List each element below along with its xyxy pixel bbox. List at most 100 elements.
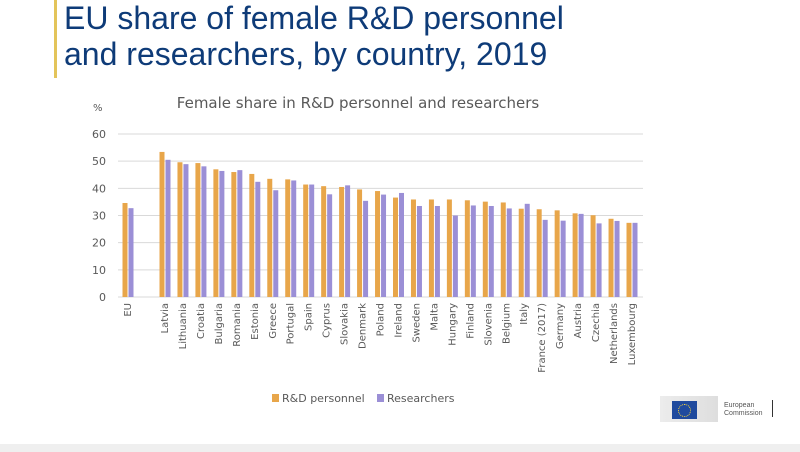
bar-researchers-slovakia: [345, 185, 351, 297]
bar-rd-personnel-romania: [231, 172, 237, 297]
y-tick-label: 40: [92, 182, 106, 195]
x-category-label: Lithuania: [178, 303, 189, 349]
bar-rd-personnel-portugal: [285, 179, 291, 297]
x-category-label: Estonia: [250, 303, 261, 340]
bar-researchers-netherlands: [614, 220, 620, 297]
bar-rd-personnel-finland: [464, 200, 470, 297]
bar-researchers-sweden: [416, 205, 422, 297]
bar-rd-personnel-bulgaria: [213, 169, 219, 297]
bar-researchers-eu: [128, 208, 134, 297]
slide-title: EU share of female R&D personnel and res…: [64, 0, 664, 72]
bar-researchers-czechia: [596, 223, 602, 297]
bar-researchers-austria: [578, 213, 584, 297]
x-category-label: Czechia: [591, 303, 602, 342]
bar-researchers-greece: [273, 190, 279, 297]
bar-rd-personnel-denmark: [357, 189, 363, 297]
bar-rd-personnel-cyprus: [321, 186, 327, 297]
bar-researchers-france-2017-: [542, 219, 548, 297]
x-category-label: Hungary: [447, 303, 458, 346]
european-commission-logo: European Commission: [660, 392, 780, 426]
legend: R&D personnel Researchers: [272, 392, 455, 405]
bar-rd-personnel-spain: [303, 184, 309, 297]
bar-rd-personnel-ireland: [393, 197, 398, 297]
x-category-label: Croatia: [196, 303, 207, 339]
x-category-label: Sweden: [411, 303, 422, 343]
y-tick-label: 50: [92, 155, 106, 168]
eu-flag-icon: [672, 401, 697, 419]
bar-rd-personnel-france-2017-: [536, 209, 542, 297]
x-category-label: Finland: [465, 303, 476, 339]
bar-researchers-lithuania: [183, 164, 189, 297]
legend-swatch-researchers: [377, 394, 384, 402]
logo-text: European Commission: [724, 402, 763, 418]
x-category-label: Denmark: [358, 303, 369, 349]
bar-rd-personnel-lithuania: [177, 162, 183, 297]
x-category-label: Slovenia: [483, 303, 494, 346]
bar-researchers-luxembourg: [632, 222, 638, 297]
bar-rd-personnel-germany: [554, 210, 560, 297]
bar-researchers-spain: [309, 184, 315, 297]
bar-rd-personnel-slovakia: [339, 186, 345, 297]
slide-title-line-1: EU share of female R&D personnel: [64, 0, 564, 36]
x-category-label: Netherlands: [609, 303, 620, 364]
title-accent-bar: [54, 0, 57, 78]
bar-rd-personnel-latvia: [159, 151, 165, 297]
bar-rd-personnel-czechia: [590, 215, 596, 297]
x-category-label: Latvia: [160, 303, 171, 333]
bar-rd-personnel-estonia: [249, 173, 255, 297]
bar-rd-personnel-netherlands: [608, 218, 614, 297]
bar-rd-personnel-malta: [428, 199, 434, 297]
bar-researchers-poland: [381, 194, 387, 297]
x-category-label: Austria: [573, 303, 584, 338]
x-category-label: Bulgaria: [214, 303, 225, 344]
chart-title: Female share in R&D personnel and resear…: [177, 94, 540, 112]
bar-researchers-estonia: [255, 181, 261, 297]
x-category-label: Luxembourg: [627, 303, 638, 365]
x-category-label: Spain: [304, 303, 315, 331]
bar-researchers-malta: [434, 205, 440, 297]
category-labels: EU Latvia Lithuania Croatia Bulgaria Romania E…: [123, 303, 638, 373]
x-category-label: Cyprus: [322, 303, 333, 338]
bar-researchers-romania: [237, 170, 243, 297]
bar-rd-personnel-italy: [518, 208, 524, 297]
bar-researchers-belgium: [506, 208, 512, 297]
x-category-label: EU: [123, 303, 134, 317]
y-axis-unit: %: [93, 103, 103, 114]
eu-stars-circle: [678, 404, 691, 417]
bar-rd-personnel-slovenia: [482, 201, 488, 297]
x-category-label: Malta: [429, 303, 440, 331]
x-category-label: Italy: [519, 303, 530, 325]
bar-rd-personnel-austria: [572, 213, 578, 297]
bar-researchers-germany: [560, 220, 566, 297]
bar-researchers-slovenia: [488, 205, 494, 297]
y-axis-ticks: 0 10 20 30 40 50 60: [92, 128, 106, 304]
y-tick-label: 60: [92, 128, 106, 141]
x-category-label: Slovakia: [340, 303, 351, 345]
x-category-label: Portugal: [286, 303, 297, 344]
bar-researchers-bulgaria: [219, 170, 225, 297]
legend-swatch-rd-personnel: [272, 394, 279, 402]
bottom-band: [0, 444, 800, 452]
bar-researchers-ireland: [399, 192, 404, 297]
y-tick-label: 10: [92, 264, 106, 277]
logo-text-line-2: Commission: [724, 410, 763, 417]
y-tick-label: 0: [99, 291, 106, 304]
bar-rd-personnel-greece: [267, 178, 273, 297]
legend-label-rd-personnel: R&D personnel: [282, 392, 365, 405]
x-category-label: Belgium: [501, 303, 512, 344]
legend-label-researchers: Researchers: [387, 392, 455, 405]
y-tick-label: 30: [92, 210, 106, 223]
bar-researchers-portugal: [291, 180, 297, 297]
bar-researchers-latvia: [165, 159, 171, 297]
bar-researchers-croatia: [201, 166, 207, 297]
bar-researchers-hungary: [452, 215, 458, 297]
bar-rd-personnel-poland: [375, 191, 381, 297]
bar-rd-personnel-croatia: [195, 163, 201, 297]
logo-divider: [772, 400, 773, 417]
bar-rd-personnel-sweden: [410, 199, 416, 297]
logo-text-line-1: European: [724, 402, 755, 409]
bar-researchers-cyprus: [327, 194, 333, 297]
bar-researchers-italy: [524, 203, 530, 297]
slide-title-line-2: and researchers, by country, 2019: [64, 36, 548, 72]
